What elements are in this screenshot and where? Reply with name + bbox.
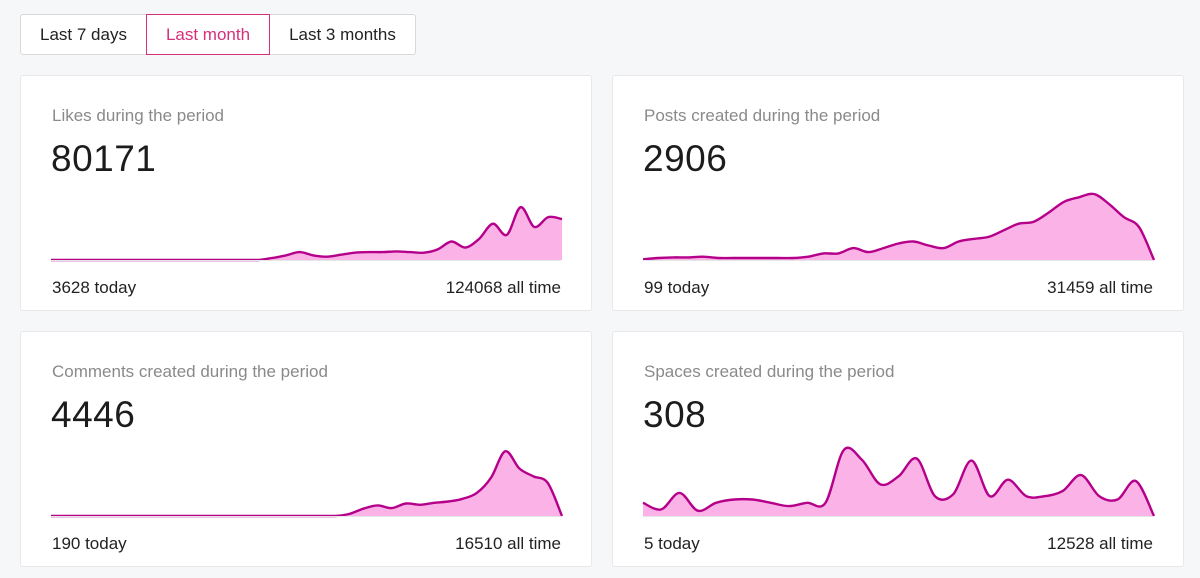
card-value: 4446: [51, 394, 136, 435]
card-value: 80171: [51, 138, 157, 179]
sparkline-area: [643, 447, 1154, 516]
sparkline-line: [642, 446, 1156, 517]
card-value: 308: [643, 394, 707, 435]
comments-card: Comments created during the period 4446 …: [20, 331, 592, 567]
today-count: 5 today: [644, 534, 700, 553]
spaces-sparkline: [642, 446, 1156, 517]
card-title: Spaces created during the period: [644, 362, 895, 381]
card-title: Comments created during the period: [52, 362, 328, 381]
card-value: 2906: [643, 138, 728, 179]
divider: [643, 516, 1153, 517]
all-time-count: 124068 all time: [445, 278, 561, 297]
tab-last-7-days[interactable]: Last 7 days: [20, 14, 147, 55]
today-count: 190 today: [52, 534, 127, 553]
comments-sparkline: [51, 450, 564, 518]
today-count: 99 today: [644, 278, 710, 297]
tab-last-month[interactable]: Last month: [145, 14, 271, 55]
all-time-count: 31459 all time: [1047, 278, 1153, 297]
divider: [51, 260, 561, 261]
sparkline-line: [642, 192, 1156, 261]
posts-card: Posts created during the period 2906 99 …: [612, 75, 1184, 311]
period-selector: Last 7 days Last month Last 3 months: [20, 14, 416, 55]
sparkline-area: [51, 207, 562, 260]
likes-card: Likes during the period 80171 3628 today…: [20, 75, 592, 311]
sparkline-area: [643, 193, 1154, 260]
all-time-count: 16510 all time: [455, 534, 561, 553]
divider: [643, 260, 1153, 261]
all-time-count: 12528 all time: [1047, 534, 1153, 553]
today-count: 3628 today: [52, 278, 137, 297]
posts-sparkline: [642, 192, 1156, 261]
tab-last-3-months[interactable]: Last 3 months: [269, 14, 416, 55]
card-title: Posts created during the period: [644, 106, 881, 125]
divider: [51, 516, 561, 517]
card-title: Likes during the period: [52, 106, 225, 125]
spaces-card: Spaces created during the period 308 5 t…: [612, 331, 1184, 567]
likes-sparkline: [51, 206, 563, 262]
